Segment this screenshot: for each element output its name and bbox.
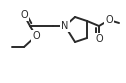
Text: O: O — [105, 15, 113, 25]
Text: O: O — [32, 31, 40, 41]
Text: O: O — [20, 10, 28, 20]
Text: O: O — [95, 34, 103, 44]
Text: N: N — [61, 21, 69, 31]
